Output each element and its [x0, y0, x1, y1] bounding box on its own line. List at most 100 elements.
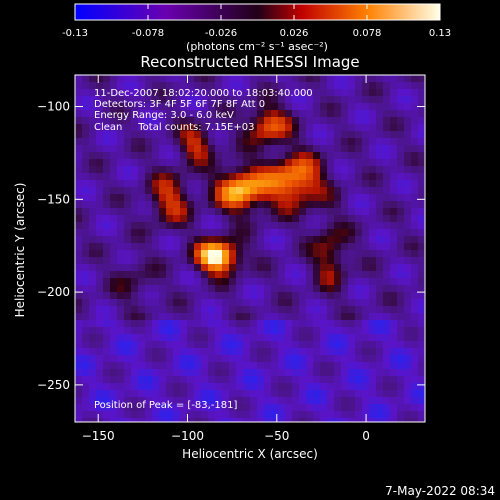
heatmap-cell [82, 397, 89, 404]
heatmap-cell [222, 222, 229, 229]
heatmap-cell [173, 229, 180, 236]
heatmap-cell [369, 96, 376, 103]
heatmap-cell [264, 257, 271, 264]
heatmap-cell [222, 376, 229, 383]
heatmap-cell [166, 327, 173, 334]
annotation-clean: Clean Total counts: 7.15E+03 [94, 122, 254, 133]
heatmap-cell [201, 264, 208, 271]
heatmap-cell [285, 383, 292, 390]
heatmap-cell [229, 390, 236, 397]
heatmap-cell [362, 222, 369, 229]
heatmap-cell [397, 348, 404, 355]
heatmap-cell [313, 250, 320, 257]
heatmap-cell [152, 159, 159, 166]
heatmap-cell [299, 320, 306, 327]
heatmap-cell [362, 376, 369, 383]
heatmap-cell [411, 166, 418, 173]
heatmap-cell [285, 327, 292, 334]
heatmap-cell [250, 376, 257, 383]
heatmap-cell [215, 327, 222, 334]
heatmap-cell [110, 229, 117, 236]
heatmap-cell [341, 103, 348, 110]
heatmap-cell [334, 103, 341, 110]
heatmap-cell [397, 159, 404, 166]
heatmap-cell [82, 89, 89, 96]
heatmap-cell [180, 306, 187, 313]
heatmap-cell [292, 208, 299, 215]
heatmap-cell [243, 271, 250, 278]
heatmap-cell [201, 369, 208, 376]
heatmap-cell [96, 215, 103, 222]
heatmap-cell [215, 264, 222, 271]
heatmap-cell [131, 376, 138, 383]
heatmap-cell [82, 404, 89, 411]
heatmap-cell [173, 152, 180, 159]
heatmap-cell [215, 180, 222, 187]
heatmap-cell [383, 152, 390, 159]
heatmap-cell [348, 110, 355, 117]
heatmap-cell [75, 208, 82, 215]
heatmap-cell [180, 103, 187, 110]
heatmap-cell [208, 278, 215, 285]
heatmap-cell [250, 299, 257, 306]
heatmap-cell [82, 166, 89, 173]
heatmap-cell [180, 418, 187, 422]
heatmap-cell [89, 376, 96, 383]
heatmap-cell [264, 96, 271, 103]
heatmap-cell [369, 180, 376, 187]
x-axis-label: Heliocentric X (arcsec) [182, 447, 318, 461]
heatmap-cell [236, 271, 243, 278]
heatmap-cell [89, 180, 96, 187]
heatmap-cell [75, 138, 82, 145]
heatmap-cell [89, 194, 96, 201]
heatmap-cell [257, 82, 264, 89]
heatmap-cell [145, 243, 152, 250]
heatmap-cell [82, 243, 89, 250]
heatmap-cell [229, 299, 236, 306]
heatmap-cell [180, 292, 187, 299]
heatmap-cell [145, 257, 152, 264]
heatmap-cell [222, 285, 229, 292]
heatmap-cell [236, 306, 243, 313]
heatmap-cell [110, 215, 117, 222]
heatmap-cell [383, 362, 390, 369]
heatmap-cell [215, 271, 222, 278]
heatmap-cell [306, 208, 313, 215]
heatmap-cell [96, 299, 103, 306]
heatmap-cell [299, 369, 306, 376]
heatmap-cell [383, 222, 390, 229]
heatmap-cell [320, 194, 327, 201]
heatmap-cell [397, 369, 404, 376]
heatmap-cell [418, 306, 425, 313]
heatmap-cell [152, 222, 159, 229]
heatmap-cell [243, 306, 250, 313]
heatmap-cell [89, 327, 96, 334]
heatmap-cell [159, 82, 166, 89]
heatmap-cell [250, 243, 257, 250]
heatmap-cell [313, 278, 320, 285]
heatmap-cell [285, 194, 292, 201]
heatmap-cell [131, 285, 138, 292]
heatmap-cell [159, 334, 166, 341]
heatmap-cell [334, 110, 341, 117]
heatmap-cell [369, 362, 376, 369]
heatmap-cell [117, 306, 124, 313]
heatmap-cell [369, 187, 376, 194]
heatmap-cell [285, 292, 292, 299]
heatmap-cell [285, 215, 292, 222]
heatmap-cell [75, 271, 82, 278]
heatmap-cell [201, 376, 208, 383]
heatmap-cell [222, 369, 229, 376]
heatmap-cell [320, 369, 327, 376]
heatmap-cell [138, 222, 145, 229]
heatmap-cell [215, 194, 222, 201]
heatmap-cell [152, 278, 159, 285]
heatmap-cell [264, 124, 271, 131]
heatmap-cell [173, 383, 180, 390]
heatmap-cell [292, 173, 299, 180]
heatmap-cell [327, 243, 334, 250]
heatmap-cell [264, 152, 271, 159]
heatmap-cell [208, 236, 215, 243]
heatmap-cell [131, 271, 138, 278]
heatmap-cell [75, 166, 82, 173]
